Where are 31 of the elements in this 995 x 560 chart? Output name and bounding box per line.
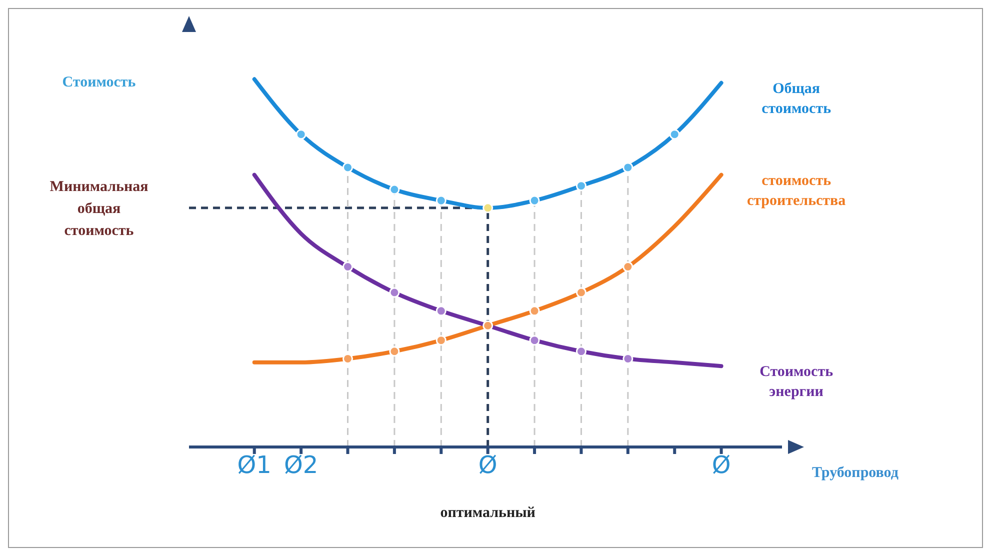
series-label: стоимость строительства — [746, 172, 846, 209]
point — [529, 195, 540, 206]
point — [482, 320, 494, 331]
x-tick-label: Ø2 — [284, 451, 318, 480]
point — [342, 262, 354, 272]
point — [436, 195, 446, 206]
point — [482, 202, 494, 214]
x-tick-label: Ø — [478, 451, 498, 480]
point — [576, 346, 586, 357]
y-axis-title: Стоимость — [62, 74, 136, 91]
point — [389, 346, 400, 357]
point — [576, 287, 586, 298]
text: оптимальный — [440, 505, 536, 521]
point — [342, 162, 354, 173]
point — [436, 335, 446, 346]
x-tick-label: Ø — [712, 451, 731, 480]
x-axis-title: Трубопровод — [812, 465, 899, 481]
x-tick-label: Ø1 — [237, 451, 272, 480]
point — [669, 129, 680, 140]
point — [529, 306, 540, 316]
point — [622, 262, 634, 272]
ref-line-label: Минимальная общая стоимость — [50, 178, 148, 239]
point — [389, 287, 400, 298]
point — [529, 335, 540, 346]
point — [576, 180, 586, 192]
text: Общая стоимость — [762, 80, 832, 117]
text: Стоимость энергии — [760, 364, 834, 400]
point — [389, 184, 400, 195]
point — [296, 129, 306, 140]
point — [436, 306, 446, 316]
point — [622, 162, 634, 173]
